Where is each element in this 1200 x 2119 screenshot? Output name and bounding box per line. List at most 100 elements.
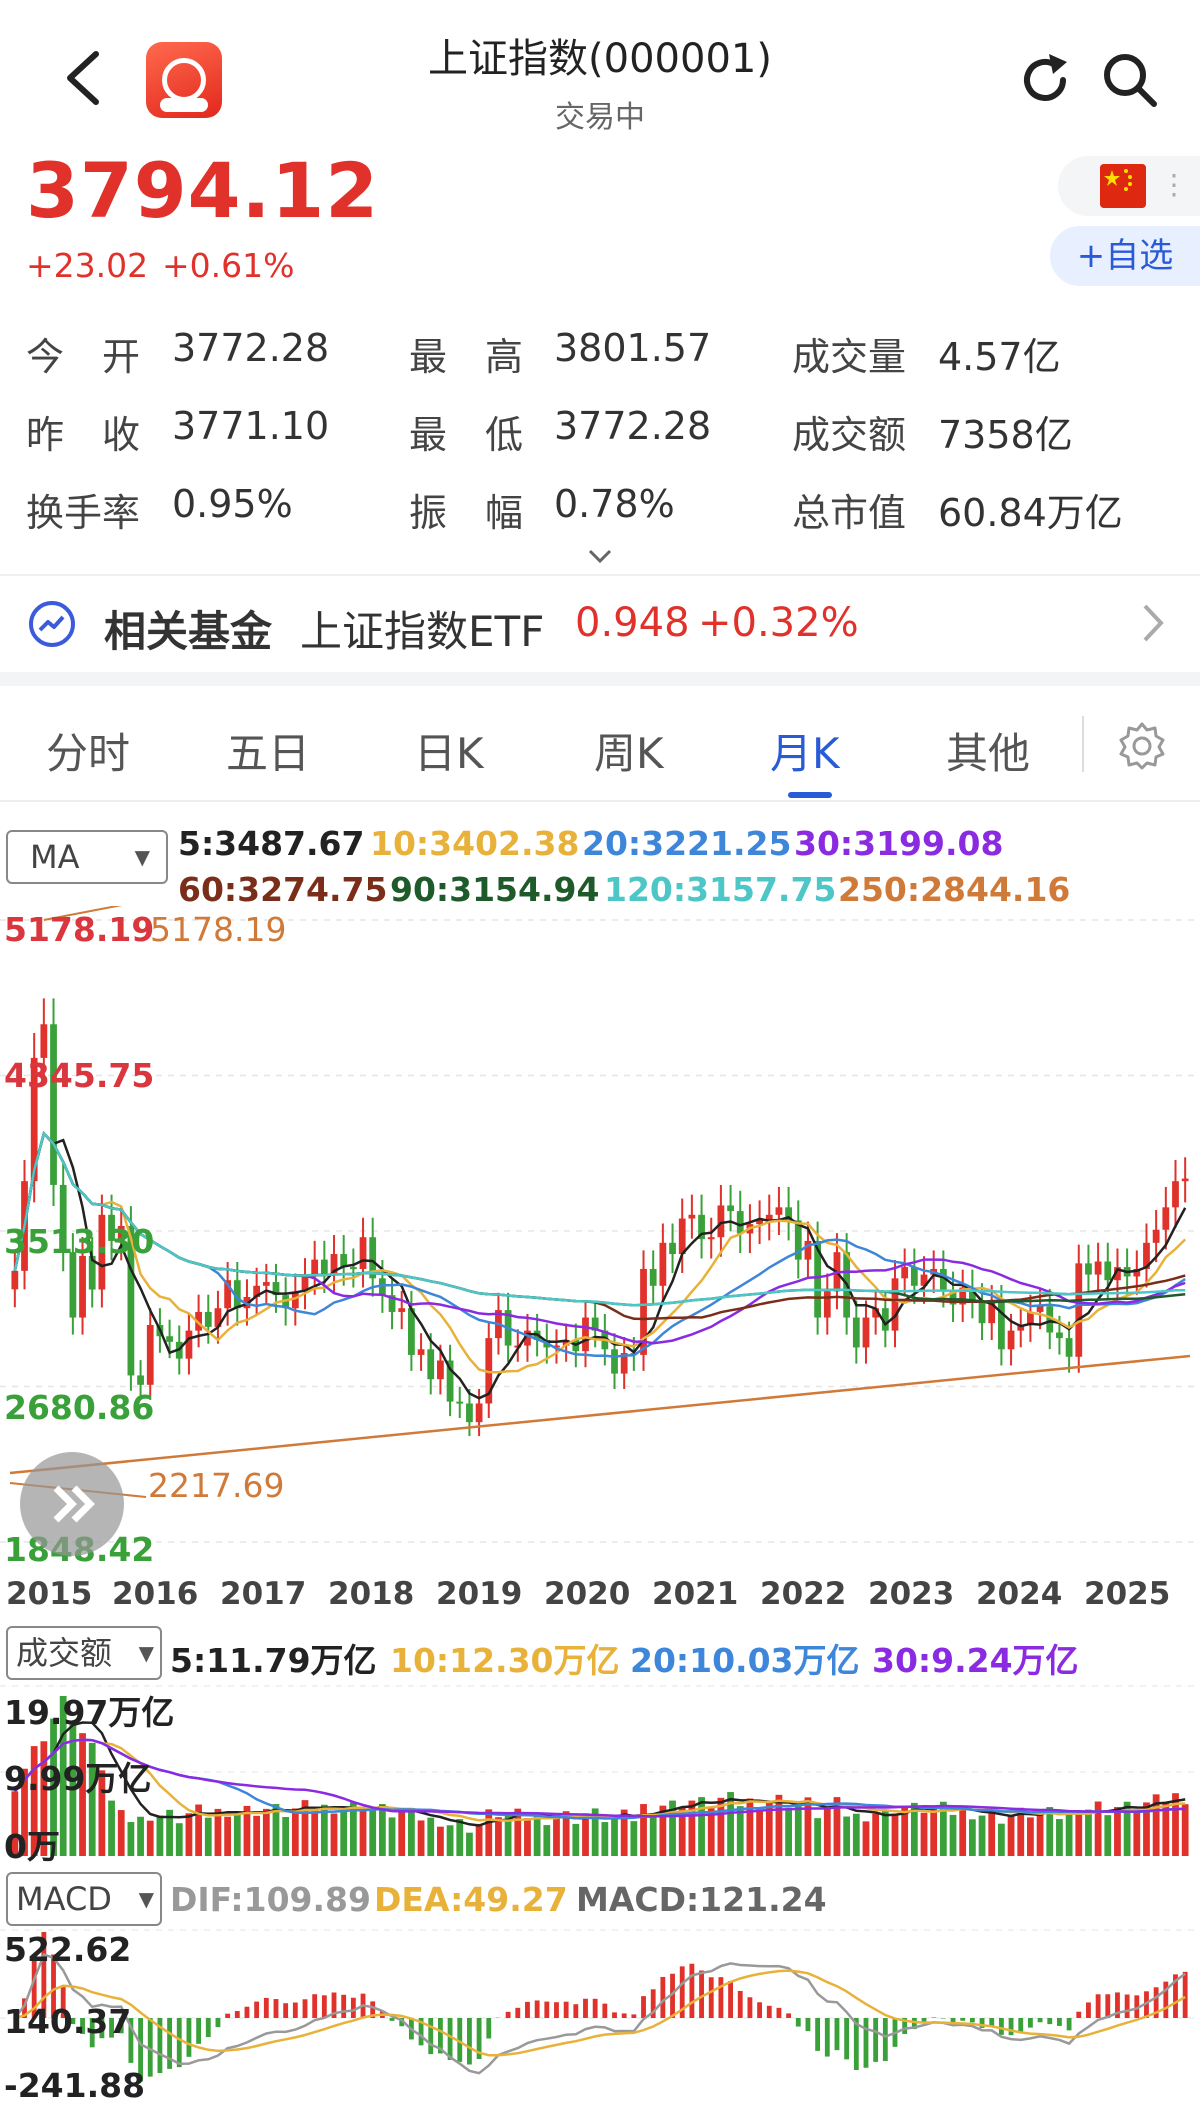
volume-bar	[572, 1823, 580, 1856]
fast-forward-icon	[53, 1485, 95, 1523]
candle-body	[765, 1214, 773, 1221]
volume-bar	[669, 1800, 676, 1856]
volume-bar	[1007, 1814, 1015, 1856]
candle-body	[1075, 1263, 1083, 1357]
candle-body	[775, 1207, 783, 1215]
volume-bar	[717, 1797, 725, 1856]
volume-bar	[765, 1802, 773, 1856]
candle-body	[233, 1280, 241, 1309]
candle-body	[224, 1280, 232, 1309]
ma-selector[interactable]: MA ▼	[6, 830, 168, 884]
more-icon[interactable]: ⋮	[1160, 168, 1188, 201]
chevron-left-icon[interactable]	[58, 48, 108, 108]
volume-bar	[910, 1802, 918, 1856]
search-icon[interactable]	[1100, 50, 1160, 110]
chevron-down-icon[interactable]	[586, 546, 614, 566]
volume-bar	[1172, 1793, 1179, 1856]
candle-body	[988, 1302, 996, 1324]
volume-bar	[514, 1808, 522, 1856]
ma-line-30	[13, 1130, 1186, 1345]
dif-line	[13, 1953, 1186, 2075]
stat-label: 成交量	[792, 335, 907, 379]
tab-daily-k[interactable]: 日K	[414, 729, 484, 778]
volume-bar	[901, 1807, 909, 1856]
candle-body	[417, 1349, 425, 1355]
candle-body	[466, 1403, 473, 1423]
vol-ma-30: 30:9.24万亿	[872, 1641, 1079, 1680]
volume-bar	[214, 1808, 222, 1856]
gear-icon[interactable]	[1116, 720, 1168, 772]
related-fund-price: 0.948	[575, 600, 690, 646]
candle-body	[1172, 1181, 1179, 1208]
candle-body	[727, 1205, 734, 1212]
candle-body	[398, 1308, 406, 1312]
candle-body	[359, 1237, 367, 1269]
candle-body	[1017, 1325, 1025, 1331]
candle-body	[978, 1300, 986, 1324]
volume-bar	[59, 1696, 67, 1856]
ma-5: 5:3487.67	[178, 824, 365, 863]
candle-body	[688, 1214, 696, 1219]
volume-bar	[456, 1819, 464, 1856]
tab-monthly-k[interactable]: 月K	[770, 729, 840, 778]
volume-bar	[495, 1817, 502, 1856]
volume-bar	[466, 1832, 473, 1856]
x-label: 2021	[652, 1576, 739, 1612]
stat-label: 最 低	[409, 413, 524, 457]
candle-body	[69, 1252, 77, 1318]
volume-bar	[175, 1823, 183, 1856]
volume-bar	[98, 1770, 106, 1856]
volume-bar	[398, 1810, 406, 1856]
candle-body	[649, 1268, 657, 1286]
x-label: 2023	[868, 1576, 955, 1612]
volume-bar	[949, 1814, 957, 1856]
volume-bar	[1114, 1807, 1121, 1856]
macd-value: MACD:121.24	[576, 1880, 827, 1919]
caret-down-icon: ▼	[134, 845, 150, 869]
playback-button[interactable]	[20, 1452, 124, 1556]
volume-bar	[756, 1809, 763, 1856]
related-fund-change: +0.32%	[698, 600, 859, 646]
candle-body	[814, 1240, 822, 1318]
candlestick-chart[interactable]	[0, 906, 1200, 1572]
candle-body	[1133, 1268, 1141, 1277]
volume-bar	[427, 1817, 435, 1856]
tab-weekly-k[interactable]: 周K	[594, 729, 664, 778]
volume-bar	[543, 1825, 551, 1856]
volume-bar	[330, 1813, 338, 1856]
ma-60: 60:3274.75	[178, 870, 388, 909]
chevron-right-icon[interactable]	[1140, 602, 1166, 644]
candle-body	[253, 1285, 261, 1297]
stats-row: 昨 收 3771.10 最 低 3772.28 成交额 7358亿	[26, 404, 1186, 482]
volume-bar	[1046, 1807, 1054, 1856]
volume-bar	[649, 1817, 657, 1856]
tab-five-day[interactable]: 五日	[226, 729, 311, 778]
candle-body	[669, 1242, 676, 1255]
volume-bar	[1133, 1812, 1141, 1856]
x-label: 2017	[220, 1576, 307, 1612]
volume-bar	[862, 1821, 870, 1856]
refresh-icon[interactable]	[1015, 50, 1075, 110]
tab-intraday[interactable]: 分时	[46, 729, 131, 778]
volume-bar	[727, 1792, 734, 1856]
add-watchlist-button[interactable]: +自选	[1050, 226, 1200, 286]
candle-body	[785, 1207, 792, 1221]
volume-bar	[108, 1800, 115, 1856]
volume-bar	[437, 1826, 444, 1856]
stat-value: 60.84万亿	[938, 491, 1123, 535]
candle-body	[582, 1317, 589, 1352]
volume-bar	[640, 1804, 647, 1856]
macd-selector[interactable]: MACD ▼	[6, 1872, 162, 1926]
volume-bar	[262, 1808, 270, 1856]
tab-other[interactable]: 其他	[946, 729, 1031, 778]
volume-chart[interactable]	[0, 1684, 1200, 1860]
volume-bar	[320, 1804, 328, 1856]
volume-bar	[1036, 1810, 1044, 1856]
stat-label: 振 幅	[409, 491, 524, 535]
price-change-pct: +0.61%	[162, 246, 295, 285]
stat-label: 总市值	[792, 491, 907, 535]
volume-selector[interactable]: 成交额 ▼	[6, 1626, 162, 1680]
volume-bar	[233, 1813, 241, 1856]
macd-chart[interactable]	[0, 1928, 1200, 2118]
volume-bar	[408, 1809, 415, 1856]
